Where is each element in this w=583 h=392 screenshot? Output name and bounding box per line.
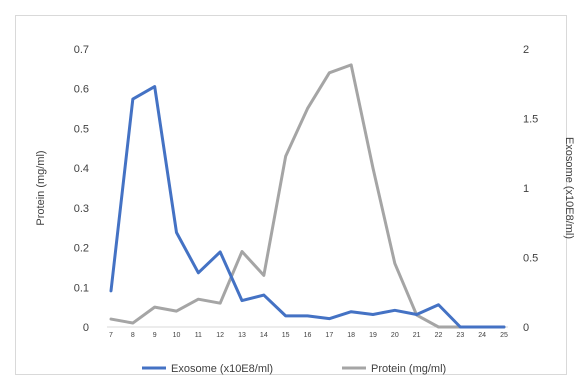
left-y-tick-label: 0.7 bbox=[74, 44, 89, 56]
x-tick-label: 17 bbox=[325, 332, 333, 339]
x-tick-label: 14 bbox=[260, 332, 268, 339]
left-y-tick-label: 0.1 bbox=[74, 282, 89, 294]
left-y-tick-label: 0.4 bbox=[74, 163, 89, 175]
left-y-tick-label: 0.2 bbox=[74, 243, 89, 255]
x-tick-label: 12 bbox=[216, 332, 224, 339]
right-y-tick-label: 1 bbox=[523, 183, 529, 195]
x-tick-label: 18 bbox=[347, 332, 355, 339]
right-y-tick-label: 2 bbox=[523, 44, 529, 56]
x-tick-label: 16 bbox=[304, 332, 312, 339]
x-tick-label: 13 bbox=[238, 332, 246, 339]
x-tick-label: 25 bbox=[500, 332, 508, 339]
x-tick-label: 24 bbox=[478, 332, 486, 339]
legend-protein-label: Protein (mg/ml) bbox=[371, 363, 446, 375]
x-tick-label: 23 bbox=[456, 332, 464, 339]
left-y-tick-label: 0.6 bbox=[74, 84, 89, 96]
legend: Exosome (x10E8/ml) Protein (mg/ml) bbox=[142, 363, 446, 375]
right-y-tick-label: 1.5 bbox=[523, 114, 538, 126]
x-tick-label: 15 bbox=[282, 332, 290, 339]
left-y-tick-label: 0 bbox=[83, 322, 89, 334]
left-y-axis-title: Protein (mg/ml) bbox=[35, 150, 47, 225]
left-y-tick-label: 0.3 bbox=[74, 203, 89, 215]
lines-layer bbox=[109, 63, 506, 329]
x-tick-label: 20 bbox=[391, 332, 399, 339]
x-tick-label: 9 bbox=[153, 332, 157, 339]
exosome-series-line bbox=[109, 85, 506, 329]
x-tick-label: 7 bbox=[109, 332, 113, 339]
protein-series-line bbox=[109, 63, 506, 329]
axes-layer: 7 8 9 10 11 12 13 14 15 16 17 18 19 20 21 22 23 24 2500.10… bbox=[35, 44, 575, 339]
right-y-tick-label: 0 bbox=[523, 322, 529, 334]
legend-exosome-label: Exosome (x10E8/ml) bbox=[171, 363, 273, 375]
right-y-tick-label: 0.5 bbox=[523, 253, 538, 265]
left-y-tick-label: 0.5 bbox=[74, 123, 89, 135]
x-tick-label: 22 bbox=[435, 332, 443, 339]
x-tick-label: 8 bbox=[131, 332, 135, 339]
x-tick-label: 11 bbox=[195, 332, 202, 339]
x-tick-label: 19 bbox=[369, 332, 377, 339]
x-tick-label: 21 bbox=[413, 332, 421, 339]
x-tick-label: 10 bbox=[173, 332, 181, 339]
right-y-axis-title: Exosome (x10E8/ml) bbox=[563, 137, 575, 239]
